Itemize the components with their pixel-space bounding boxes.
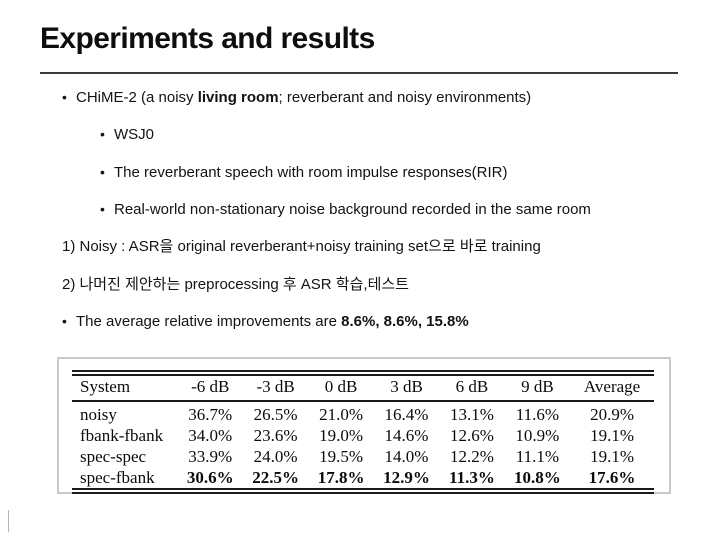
table-cell: 26.5% (253, 405, 298, 424)
bullet-text-bold: 8.6%, 8.6%, 15.8% (341, 313, 469, 330)
table-row: noisy 36.7% 26.5% 21.0% 16.4% 13.1% 11.6% 20.9% (72, 401, 654, 425)
numbered-item: 1) Noisy : ASR을 original reverberant+noi… (62, 237, 541, 256)
sub-bullet-text: WSJ0 (114, 126, 155, 143)
table-cell: 12.6% (449, 426, 494, 445)
table-cell-system: fbank-fbank (80, 426, 164, 445)
numbered-text: 1) Noisy : ASR을 original reverberant+noi… (62, 238, 541, 255)
bullet-icon: • (100, 164, 105, 180)
table-cell: 12.2% (449, 447, 494, 466)
table-cell-system: spec-spec (80, 447, 147, 466)
table-cell: 19.1% (590, 426, 635, 445)
table-cell-system: spec-fbank (80, 468, 155, 487)
sub-bullet-text: Real-world non-stationary noise backgrou… (114, 201, 591, 218)
table-row: fbank-fbank 34.0% 23.6% 19.0% 14.6% 12.6% 10.9… (72, 425, 654, 446)
bullet-item: • The average relative improvements are … (62, 312, 469, 331)
bullet-icon: • (100, 126, 105, 142)
table-header: -3 dB (242, 373, 309, 402)
table-cell: 24.0% (253, 447, 298, 466)
table-cell: 33.9% (188, 447, 233, 466)
table-cell: 14.6% (384, 426, 429, 445)
sub-bullet-text: The reverberant speech with room impulse… (114, 164, 508, 181)
bullet-text-prefix: CHiME-2 (a noisy (76, 89, 198, 106)
table-cell: 23.6% (253, 426, 298, 445)
bullet-icon: • (100, 201, 105, 217)
table-cell: 17.6% (588, 468, 636, 487)
table-header: 9 dB (504, 373, 571, 402)
bullet-text-suffix: ; reverberant and noisy environments) (278, 89, 532, 106)
table-header: System (72, 373, 178, 402)
table-cell: 36.7% (188, 405, 233, 424)
numbered-text: 2) 나머진 제안하는 preprocessing 후 ASR 학습,테스트 (62, 276, 409, 293)
table-cell: 30.6% (186, 468, 234, 487)
bullet-icon: • (62, 89, 67, 105)
table-cell: 19.1% (590, 447, 635, 466)
table-row: spec-spec 33.9% 24.0% 19.5% 14.0% 12.2% 11.1% 1… (72, 446, 654, 467)
numbered-item: 2) 나머진 제안하는 preprocessing 후 ASR 학습,테스트 (62, 275, 409, 294)
table-header-row: System -6 dB -3 dB 0 dB 3 dB 6 dB 9 dB Average (72, 373, 654, 402)
title-divider (40, 72, 678, 74)
bullet-text-prefix: The average relative improvements are (76, 313, 342, 330)
table-cell: 17.8% (317, 468, 365, 487)
table-header: 6 dB (439, 373, 505, 402)
results-table: System -6 dB -3 dB 0 dB 3 dB 6 dB 9 dB Average … (72, 370, 654, 494)
table-cell: 22.5% (252, 468, 300, 487)
table-header: -6 dB (177, 373, 243, 402)
bullet-text: The average relative improvements are 8.… (76, 312, 469, 331)
table-cell: 21.0% (319, 405, 364, 424)
table-cell: 11.3% (449, 468, 495, 487)
table-cell: 19.0% (319, 426, 364, 445)
table-header: 3 dB (373, 373, 440, 402)
sub-bullet-item: • WSJ0 (100, 125, 154, 144)
results-table-panel: System -6 dB -3 dB 0 dB 3 dB 6 dB 9 dB Average … (57, 357, 671, 494)
table-cell: 34.0% (188, 426, 233, 445)
sub-bullet-item: • Real-world non-stationary noise backgr… (100, 200, 591, 219)
page-edge-mark (8, 510, 9, 532)
bullet-item: • CHiME-2 (a noisy living room; reverber… (62, 88, 531, 107)
table-row: spec-fbank 30.6% 22.5% 17.8% 12.9% 11.3% 10.8%… (72, 467, 654, 491)
bullet-text-bold: living room (197, 89, 279, 106)
slide-title: Experiments and results (40, 22, 375, 55)
table-cell: 13.1% (449, 405, 494, 424)
table-cell: 11.6% (515, 405, 560, 424)
bullet-icon: • (62, 313, 67, 329)
bullet-text: CHiME-2 (a noisy living room; reverberan… (76, 88, 531, 107)
table-cell: 10.9% (515, 426, 560, 445)
table-cell: 11.1% (515, 447, 560, 466)
sub-bullet-item: • The reverberant speech with room impul… (100, 163, 508, 182)
table-cell: 14.0% (384, 447, 429, 466)
table-cell: 16.4% (384, 405, 429, 424)
table-cell: 20.9% (590, 405, 635, 424)
table-header: 0 dB (308, 373, 374, 402)
table-cell: 12.9% (383, 468, 430, 487)
table-cell: 10.8% (514, 468, 561, 487)
table-header: Average (570, 373, 654, 402)
table-cell: 19.5% (319, 447, 364, 466)
table-cell-system: noisy (80, 405, 117, 424)
